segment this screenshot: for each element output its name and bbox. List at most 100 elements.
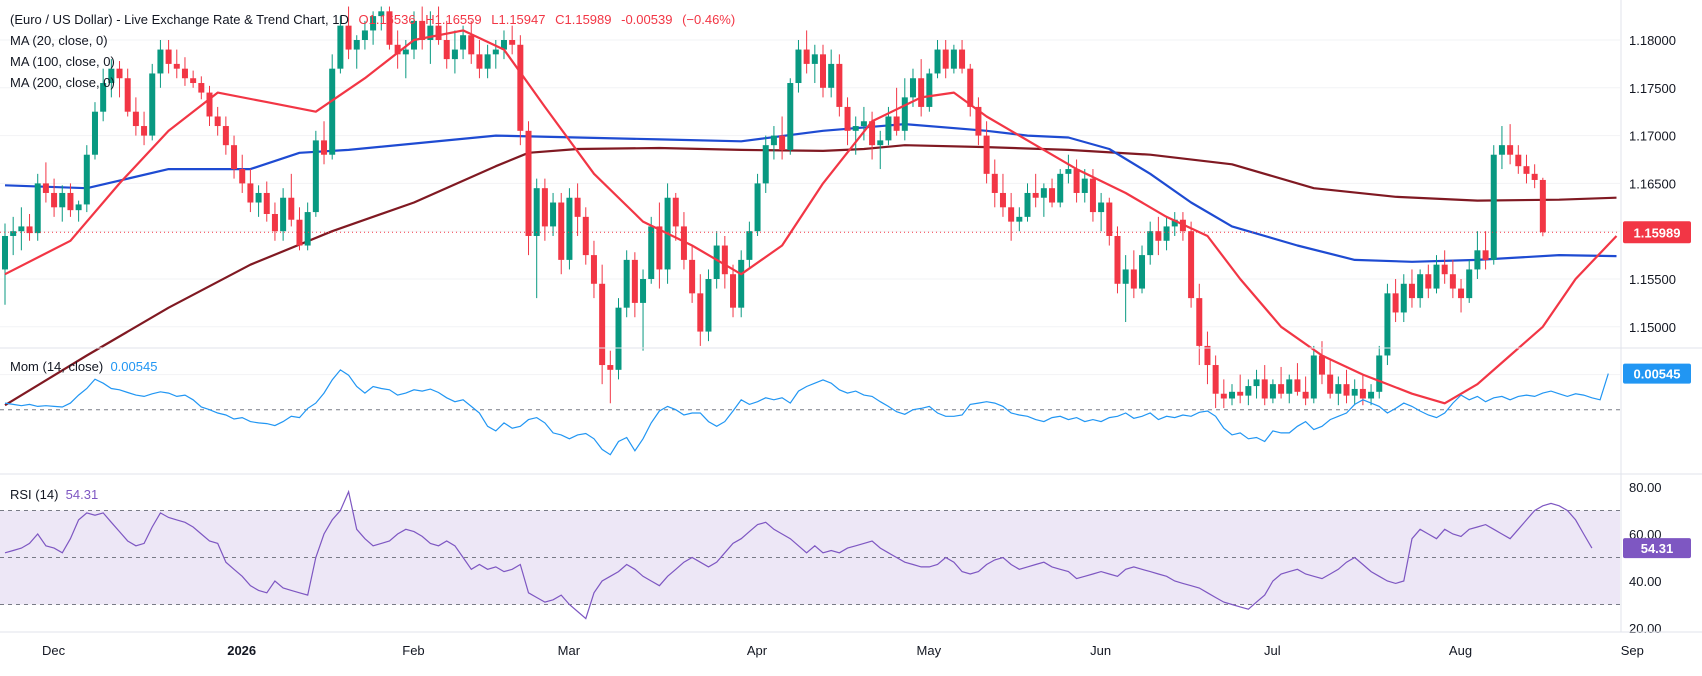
candle-body [132, 111, 139, 127]
candle [1515, 145, 1522, 174]
candle-body [901, 97, 908, 131]
candle-body [1253, 379, 1260, 387]
candle-body [124, 78, 131, 112]
candle [173, 49, 180, 79]
candle-body [1335, 384, 1342, 394]
candle-body [304, 212, 311, 246]
rsi-title[interactable]: RSI (14) [10, 487, 59, 502]
candle-body [770, 135, 777, 146]
candle-body [950, 49, 957, 69]
candle [869, 111, 876, 160]
candle [1204, 331, 1211, 385]
candle [255, 185, 262, 217]
candle [149, 63, 156, 141]
candle-body [975, 106, 982, 136]
candle [1212, 355, 1219, 409]
candle [877, 130, 884, 170]
candle [394, 30, 401, 69]
candle [860, 106, 867, 141]
candle [942, 40, 949, 79]
candle-body [721, 245, 728, 275]
candle [1474, 231, 1481, 279]
candle-body [1507, 145, 1514, 155]
candle [1196, 283, 1203, 366]
candle [321, 121, 328, 165]
candle-body [386, 11, 393, 45]
candle [762, 135, 769, 193]
candle-body [173, 63, 180, 69]
candle-body [1032, 192, 1039, 198]
candle-body [34, 183, 41, 234]
candle [787, 78, 794, 155]
candle-body [893, 116, 900, 131]
candle [918, 59, 925, 117]
candle [1147, 221, 1154, 265]
candle-body [10, 231, 17, 236]
candle-body [836, 63, 843, 107]
candle-body [844, 106, 851, 131]
candle-body [321, 140, 328, 155]
candle [1139, 245, 1146, 294]
candle [983, 121, 990, 184]
candle-body [411, 20, 417, 50]
candle-body [1294, 379, 1301, 392]
candle-body [1466, 269, 1473, 299]
candle [419, 6, 426, 50]
ma20-legend[interactable]: MA (20, close, 0) [10, 33, 108, 48]
time-axis: Dec 2026 Feb Mar Apr May Jun Jul Aug Sep [42, 643, 1644, 658]
candle-body [116, 68, 123, 79]
candle [1098, 192, 1105, 232]
candles-layer [2, 6, 1546, 409]
candle-body [1441, 264, 1448, 275]
last-price-label: 1.15989 [1634, 225, 1681, 240]
candle [1539, 177, 1546, 237]
candle [1155, 216, 1162, 256]
candle-body [108, 68, 115, 84]
candle [1294, 363, 1301, 396]
candle-body [329, 68, 336, 155]
candle-body [672, 197, 679, 227]
candle [345, 6, 352, 60]
candle [67, 183, 74, 217]
candle [1310, 345, 1317, 404]
candle-body [689, 259, 696, 294]
candle-body [787, 83, 794, 150]
candle-body [869, 121, 876, 146]
candle [337, 16, 344, 74]
candle-body [337, 25, 344, 69]
ma200-legend[interactable]: MA (200, close, 0) [10, 75, 115, 90]
candle [746, 221, 753, 270]
close-value: C1.15989 [555, 12, 612, 27]
ma100-legend[interactable]: MA (100, close, 0) [10, 54, 115, 69]
symbol-title[interactable]: (Euro / US Dollar) - Live Exchange Rate … [10, 12, 349, 27]
candle [509, 25, 516, 55]
candle-body [1130, 269, 1137, 289]
candle-body [1114, 235, 1121, 284]
candle-body [402, 49, 409, 55]
candle-body [149, 73, 156, 136]
candle [517, 35, 524, 146]
candle [1498, 126, 1505, 170]
candle-body [1065, 169, 1072, 174]
candle [1327, 360, 1334, 399]
candle-body [1310, 355, 1317, 399]
candle [599, 264, 606, 385]
momentum-title[interactable]: Mom (14, close) [10, 359, 104, 374]
ma200-line [4, 144, 1617, 407]
candle-body [648, 226, 655, 279]
candle [574, 183, 581, 236]
candle [950, 44, 957, 74]
candle [304, 202, 311, 251]
candle-body [1147, 231, 1154, 256]
candle [108, 59, 115, 98]
candle [370, 11, 377, 45]
candle [656, 202, 663, 289]
candle-body [91, 111, 98, 155]
candle [18, 207, 25, 251]
price-tick-label: 1.15000 [1629, 320, 1676, 335]
candle [1384, 283, 1391, 366]
candle-body [443, 40, 450, 60]
candle [1130, 250, 1137, 299]
